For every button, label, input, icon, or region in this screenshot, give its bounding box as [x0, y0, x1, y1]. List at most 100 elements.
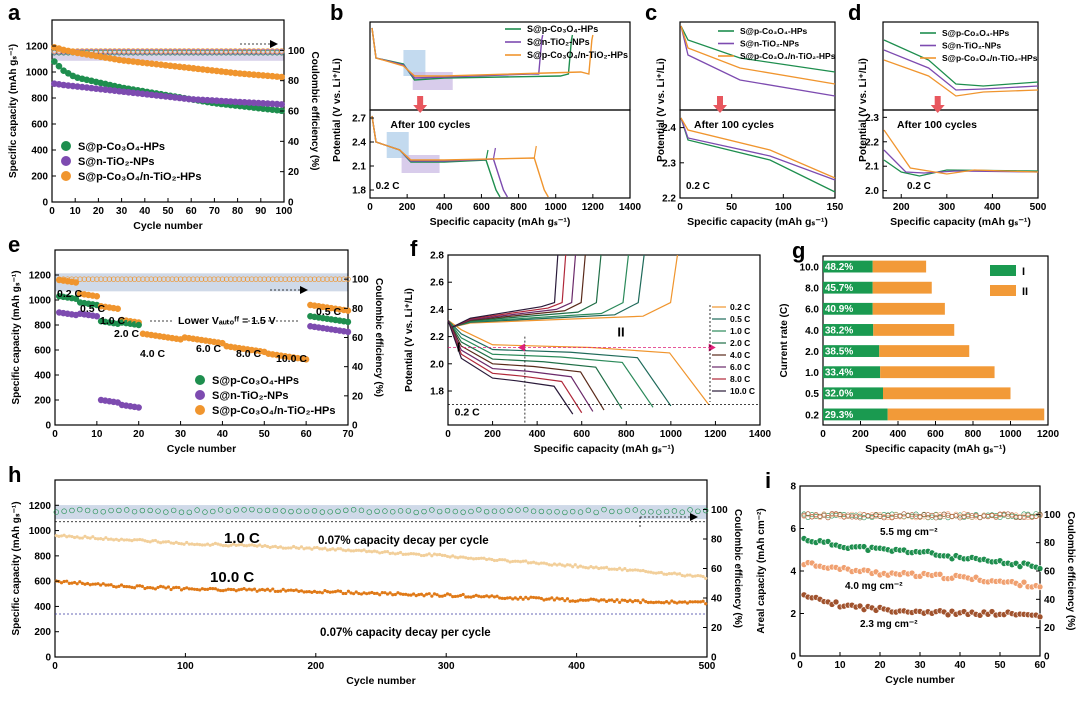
e-y2tick-label: 100	[352, 275, 369, 286]
ce-point	[350, 507, 357, 513]
capacity-point-1C	[242, 543, 246, 548]
capacity-point-1C	[177, 541, 181, 546]
f-xtick-label: 1200	[704, 429, 727, 440]
b-ytick-label: 2.1	[352, 162, 366, 173]
capacity-point-10C	[341, 591, 345, 596]
ce-point	[821, 512, 827, 518]
c-xlabel: Specific capacity (mAh gₛ⁻¹)	[687, 216, 828, 228]
ce-point	[897, 513, 903, 519]
highlight-box	[403, 50, 426, 76]
ce-point	[336, 276, 343, 282]
capacity-point-10C	[571, 599, 575, 603]
capacity-point-10C	[380, 591, 384, 595]
capacity-point-1C	[278, 545, 283, 549]
ce-point	[73, 276, 79, 282]
g-xlabel: Specific capacity (mAh gₛ⁻¹)	[865, 443, 1006, 455]
discharge-curve	[447, 319, 672, 407]
e-ytick-label: 1200	[29, 271, 52, 282]
capacity-point-1C	[453, 555, 457, 559]
panel-letter-g: g	[792, 238, 805, 263]
bar-percent-label: 33.4%	[825, 368, 853, 379]
capacity-point-1C	[200, 543, 204, 547]
capacity-point-10C	[430, 594, 434, 598]
voltage-curve	[883, 129, 1039, 175]
ce-point	[123, 276, 129, 282]
ce-point	[328, 276, 334, 282]
panel-letter-h: h	[8, 462, 21, 487]
ce-point	[98, 276, 104, 282]
capacity-point-10C	[667, 601, 671, 605]
capacity-point-10C	[114, 585, 118, 589]
series-label-1C: 1.0 C	[224, 530, 260, 547]
capacity-point-10C	[558, 597, 562, 601]
capacity-point-10C	[578, 598, 583, 602]
ce-point	[609, 508, 615, 515]
capacity-point-10C	[305, 590, 309, 594]
ce-point	[64, 276, 71, 282]
legend-entry: S@n-TiO₂-NPs	[942, 41, 1001, 51]
capacity-point-10C	[563, 599, 567, 603]
capacity-point	[344, 307, 352, 314]
ce-point	[249, 506, 255, 513]
capacity-point-10C	[122, 584, 126, 589]
capacity-point-1C	[284, 546, 288, 550]
capacity-point-1C	[271, 545, 275, 549]
ce-point	[1001, 511, 1007, 517]
c-ylabel: Potential (V vs. Li⁺/Li)	[656, 58, 667, 162]
capacity-point-10C	[654, 600, 658, 604]
capacity-point-1C	[404, 552, 408, 556]
ce-point	[1037, 513, 1043, 519]
legend-entry: S@n-TiO₂-NPs	[78, 156, 155, 168]
capacity-point-1C	[297, 546, 301, 550]
a-y2tick-label: 60	[288, 107, 300, 118]
capacity-point-1C	[693, 574, 697, 578]
i-ytick-label: 0	[790, 652, 796, 663]
capacity-point-10C	[125, 585, 129, 589]
ce-point	[530, 508, 537, 514]
capacity-point-1C	[336, 547, 340, 551]
ce-point	[905, 512, 911, 518]
ce-point	[969, 513, 975, 519]
capacity-point-10C	[362, 591, 366, 595]
capacity-point-1C	[219, 543, 223, 547]
capacity-point-10C	[464, 595, 468, 599]
f-xtick-label: 1400	[749, 429, 772, 440]
a-xtick-label: 100	[276, 206, 293, 217]
capacity-point-10C	[591, 597, 596, 601]
capacity-point-10C	[75, 582, 79, 586]
ce-point	[656, 509, 662, 515]
i-ylabel: Areal capacity (mAh cm⁻²)	[756, 508, 767, 633]
ce-point	[269, 276, 276, 282]
capacity-point-10C	[138, 584, 142, 588]
g-ytick-label: 4.0	[805, 326, 819, 337]
capacity-point-10C	[615, 598, 619, 602]
capacity-point-10C	[477, 594, 481, 598]
bar-percent-label: 40.9%	[825, 304, 853, 315]
capacity-point-10C	[252, 587, 257, 591]
capacity-point-1C	[72, 535, 77, 540]
capacity-point	[55, 62, 63, 70]
capacity-point-10C	[537, 596, 541, 600]
ce-point	[147, 507, 153, 514]
capacity-point-10C	[589, 597, 593, 601]
ce-point	[1017, 514, 1023, 520]
capacity-point-1C	[273, 544, 277, 548]
d-xtick-label: 200	[893, 202, 910, 213]
series-label-10C: 10.0 C	[210, 569, 254, 586]
capacity-point-1C	[625, 568, 630, 573]
bar-segment-II	[879, 345, 970, 357]
capacity-point-1C	[216, 542, 220, 546]
capacity-point-1C	[91, 535, 95, 539]
rate-step-label: 0.2 C	[57, 288, 83, 300]
capacity-point	[1036, 565, 1044, 572]
b-xtick-label: 400	[436, 202, 453, 213]
g-ytick-label: 8.0	[805, 284, 819, 295]
capacity-point-1C	[503, 558, 507, 562]
legend-marker	[61, 156, 71, 166]
capacity-point-10C	[406, 593, 410, 597]
ce-point	[953, 513, 959, 519]
ce-point	[679, 509, 685, 515]
capacity-point-10C	[524, 595, 528, 599]
capacity-point-1C	[602, 566, 606, 570]
ce-point	[85, 276, 92, 282]
